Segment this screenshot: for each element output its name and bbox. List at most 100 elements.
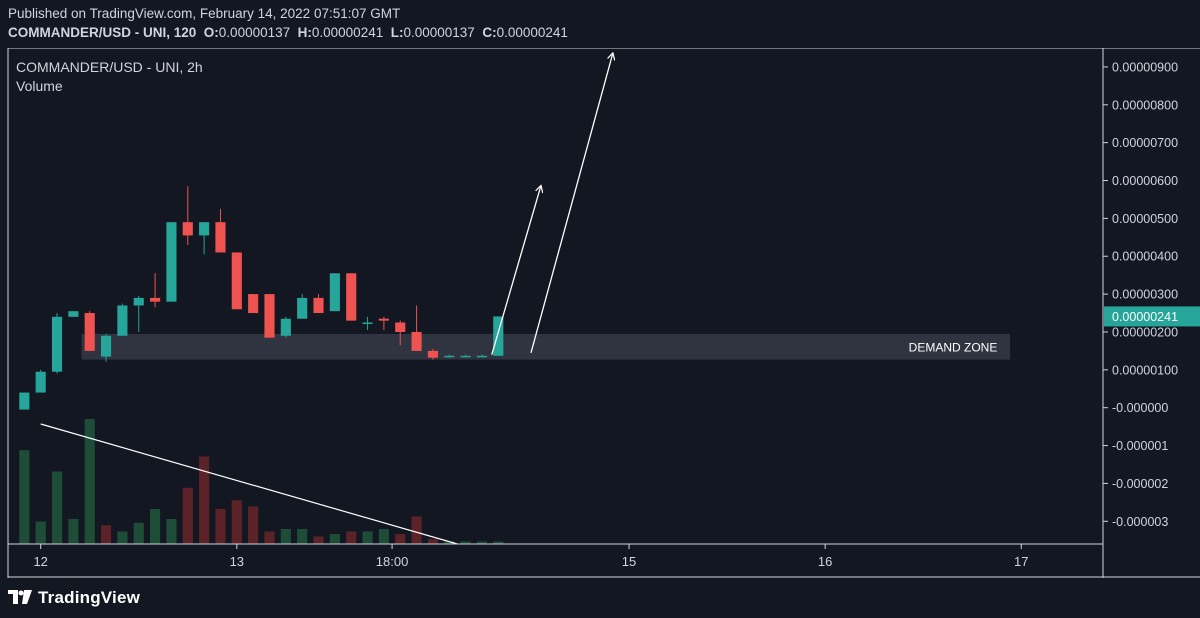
candle-body <box>19 392 30 410</box>
drawings-layer <box>40 54 613 545</box>
candle-body <box>313 297 324 314</box>
price-tick-label: -0.000001 <box>1112 439 1168 453</box>
volume-bar <box>395 534 406 544</box>
price-tick-label: 0.00000300 <box>1112 288 1178 302</box>
high-label: H: <box>297 25 312 40</box>
volume-bar <box>150 509 161 544</box>
low-label: L: <box>390 25 404 40</box>
time-tick-label: 15 <box>622 554 636 569</box>
candle-body <box>199 222 210 236</box>
footer: TradingView <box>0 578 1200 618</box>
volume-bar <box>19 450 30 544</box>
time-tick-label: 13 <box>230 554 244 569</box>
symbol-interval: COMMANDER/USD - UNI, 120 <box>8 25 197 40</box>
volume-bar <box>264 531 275 544</box>
open-value: 0.00000137 <box>218 25 291 40</box>
last-price-label: 0.00000241 <box>1112 310 1178 324</box>
legend-title: COMMANDER/USD - UNI, 2h <box>16 59 203 75</box>
volume-bar <box>231 500 242 544</box>
candle-body <box>411 331 422 351</box>
price-tick-label: 0.00000400 <box>1112 250 1178 264</box>
ohlc-line: COMMANDER/USD - UNI, 120 O:0.00000137 H:… <box>8 25 568 40</box>
volume-bar <box>35 521 46 544</box>
volume-bar <box>68 519 79 544</box>
demand-zone-layer: DEMAND ZONE <box>81 333 1010 360</box>
volume-bar <box>166 519 177 544</box>
low-value: 0.00000137 <box>403 25 475 40</box>
close-label: C: <box>482 25 497 40</box>
upward-arrow <box>491 186 541 355</box>
candle-body <box>84 313 95 351</box>
candle-body <box>231 252 242 310</box>
demand-zone-rect <box>81 333 1010 360</box>
price-tick-label: 0.00000700 <box>1112 136 1178 150</box>
demand-zone-label: DEMAND ZONE <box>909 341 998 355</box>
volume-bar <box>476 541 488 544</box>
candle-body <box>51 316 63 372</box>
candle-body <box>427 350 438 358</box>
price-tick-label: 0.00000500 <box>1112 212 1178 226</box>
volume-bar <box>427 539 438 544</box>
volume-trendline <box>40 423 458 545</box>
volume-bar <box>215 509 226 544</box>
price-tick-label: -0.000000 <box>1112 401 1168 415</box>
price-tick-label: 0.00000600 <box>1112 174 1178 188</box>
candle-body <box>460 355 471 358</box>
time-tick-label: 17 <box>1014 554 1028 569</box>
candle-body <box>329 273 340 312</box>
candle-body <box>133 297 144 306</box>
published-info: Published on TradingView.com, February 1… <box>8 6 401 21</box>
candle-body <box>68 311 79 317</box>
volume-bar <box>362 531 373 544</box>
chart-header: Published on TradingView.com, February 1… <box>0 0 1200 48</box>
candle-body <box>150 297 161 302</box>
chart-background <box>0 48 1200 578</box>
volume-layer <box>19 419 504 544</box>
tradingview-logo-icon <box>8 590 32 604</box>
price-chart[interactable]: DEMAND ZONE 0.00000900 0.00000800 0.000007… <box>0 47 1200 578</box>
volume-bar <box>84 419 95 544</box>
high-value: 0.00000241 <box>311 25 384 40</box>
volume-bar <box>182 487 193 544</box>
time-tick-label: 12 <box>33 554 47 569</box>
time-tick-label: 18:00 <box>376 554 409 569</box>
candle-body <box>35 371 46 393</box>
volume-bar <box>248 506 259 544</box>
candle-body <box>117 305 128 336</box>
candle-body <box>264 294 275 338</box>
candle-body <box>248 294 259 314</box>
candle-body <box>182 222 193 236</box>
volume-bar <box>493 541 504 544</box>
legend-volume: Volume <box>16 78 63 94</box>
volume-bar <box>117 531 128 544</box>
tradingview-brand-text: TradingView <box>38 588 141 607</box>
volume-bar <box>199 456 210 544</box>
volume-bar <box>280 529 291 544</box>
volume-bar <box>100 525 112 544</box>
volume-bar <box>329 534 340 544</box>
volume-bar <box>51 471 63 544</box>
upward-arrow <box>530 54 613 353</box>
candle-body <box>362 322 373 325</box>
candle-body <box>395 322 406 332</box>
time-axis[interactable]: 12 13 18:00 15 16 17 <box>33 544 1029 569</box>
volume-bar <box>297 529 308 544</box>
candle-body <box>100 335 112 357</box>
time-tick-label: 16 <box>818 554 832 569</box>
price-tick-label: 0.00000800 <box>1112 98 1178 112</box>
candle-body <box>297 297 308 319</box>
open-label: O: <box>203 25 219 40</box>
price-tick-label: 0.00000900 <box>1112 60 1178 74</box>
volume-bar <box>133 522 144 544</box>
price-axis[interactable]: 0.00000900 0.00000800 0.00000700 0.00000600… <box>1103 60 1200 529</box>
chart-area[interactable]: DEMAND ZONE 0.00000900 0.00000800 0.000007… <box>0 47 1200 578</box>
price-tick-label: 0.00000100 <box>1112 363 1178 377</box>
price-tick-label: -0.000002 <box>1112 477 1168 491</box>
candle-body <box>166 222 177 302</box>
candle-body <box>378 318 389 321</box>
price-tick-label: -0.000003 <box>1112 515 1168 529</box>
candle-body <box>215 222 226 253</box>
candle-body <box>280 318 291 336</box>
volume-bar <box>313 536 324 544</box>
tradingview-logo[interactable]: TradingView <box>8 588 140 608</box>
